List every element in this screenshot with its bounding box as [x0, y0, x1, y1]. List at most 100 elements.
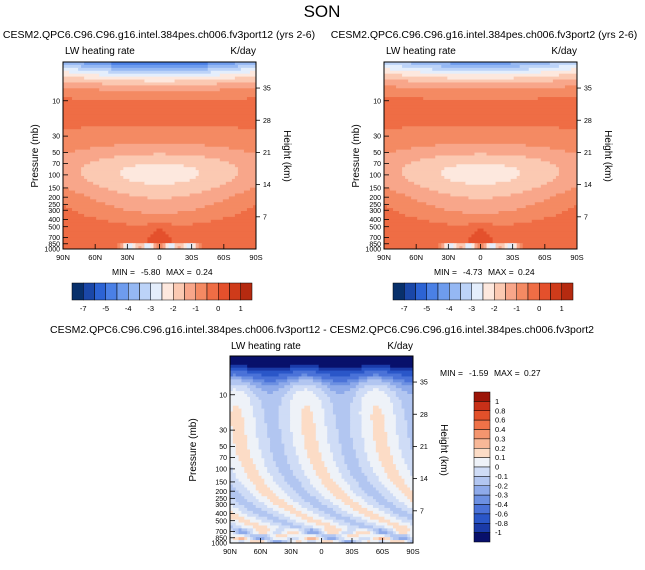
field-cell: [411, 146, 551, 151]
field-cell: [335, 426, 351, 430]
field-cell: [531, 219, 577, 224]
field-cell: [186, 243, 194, 247]
field-cell: [318, 490, 331, 494]
field-cell: [327, 469, 340, 474]
field-cell: [372, 537, 380, 541]
field-cell: [230, 472, 237, 477]
field-cell: [378, 475, 388, 480]
field-cell: [525, 143, 577, 148]
field-cell: [230, 358, 413, 363]
field-cell: [441, 170, 521, 174]
field-cell: [350, 414, 363, 418]
colorbar-swatch: [460, 282, 472, 301]
field-cell: [364, 440, 377, 445]
field-cell: [483, 246, 488, 249]
field-cell: [312, 417, 325, 421]
field-cell: [247, 531, 251, 535]
field-cell: [304, 487, 317, 491]
field-cell: [278, 405, 291, 410]
field-cell: [390, 367, 413, 372]
field-cell: [540, 184, 577, 189]
field-cell: [395, 391, 408, 395]
field-cell: [237, 167, 256, 171]
field-cell: [312, 467, 328, 471]
field-cell: [531, 187, 572, 192]
field-cell: [290, 426, 303, 430]
field-cell: [298, 461, 311, 465]
field-cell: [330, 396, 354, 401]
field-cell: [252, 493, 263, 497]
field-cell: [230, 367, 248, 372]
field-cell: [278, 408, 291, 413]
field-cell: [272, 531, 283, 535]
field-cell: [63, 120, 256, 124]
field-cell: [420, 184, 542, 189]
field-cell: [315, 434, 328, 439]
field-cell: [247, 443, 260, 448]
field-cell: [230, 434, 234, 439]
field-cell: [384, 216, 418, 221]
field-cell: [370, 516, 386, 521]
field-cell: [471, 246, 476, 249]
y-tick-label: 70: [52, 161, 60, 168]
field-cell: [96, 199, 224, 203]
field-cell: [447, 222, 470, 227]
field-cell: [321, 540, 334, 543]
panel-2-axes: 90N 60N 30N 0 30S 60S 90S103050701001502002503…: [365, 86, 591, 262]
field-cell: [278, 467, 291, 471]
field-cell: [321, 537, 325, 541]
field-cell: [352, 446, 365, 451]
colorbar-swatch: [550, 282, 562, 301]
field-cell: [230, 414, 243, 418]
field-cell: [301, 373, 308, 378]
field-cell: [63, 219, 109, 224]
field-cell: [255, 467, 268, 471]
field-cell: [290, 408, 303, 413]
field-cell: [301, 484, 314, 489]
field-cell: [338, 484, 351, 489]
field-cell: [290, 423, 303, 427]
field-cell: [324, 408, 334, 413]
field-cell: [267, 496, 280, 500]
field-cell: [384, 510, 394, 515]
field-cell: [272, 452, 285, 456]
field-cell: [272, 513, 285, 518]
field-cell: [504, 246, 509, 249]
field-cell: [111, 62, 209, 66]
field-cell: [258, 472, 271, 477]
field-cell: [338, 537, 345, 541]
field-cell: [435, 155, 527, 160]
field-cell: [63, 76, 85, 81]
field-cell: [232, 431, 245, 436]
field-cell: [63, 222, 127, 227]
field-cell: [321, 379, 334, 383]
field-cell: [235, 499, 248, 503]
field-cell: [63, 178, 88, 183]
field-cell: [384, 190, 397, 195]
field-cell: [513, 76, 577, 81]
field-cell: [232, 405, 240, 410]
field-cell: [258, 396, 283, 401]
field-cell: [552, 178, 577, 183]
field-cell: [272, 391, 288, 395]
panel-2-colorbar: -7 -5 -4 -3 -2 -1 0 1: [392, 282, 574, 313]
colorbar-label: -7: [80, 304, 87, 313]
field-cell: [367, 391, 386, 395]
field-cell: [429, 187, 533, 192]
field-cell: [310, 458, 323, 462]
colorbar-swatch: [229, 282, 241, 301]
field-cell: [270, 437, 283, 442]
colorbar-label: 0: [216, 304, 220, 313]
field-cell: [250, 519, 263, 524]
field-cell: [395, 496, 408, 500]
field-cell: [238, 513, 248, 518]
y-tick-label: 150: [215, 480, 227, 487]
field-cell: [555, 175, 577, 180]
field-cell: [310, 493, 323, 497]
field-cell: [420, 70, 542, 75]
field-cell: [384, 135, 577, 139]
field-cell: [287, 376, 300, 380]
field-cell: [238, 531, 248, 535]
field-cell: [295, 391, 314, 395]
